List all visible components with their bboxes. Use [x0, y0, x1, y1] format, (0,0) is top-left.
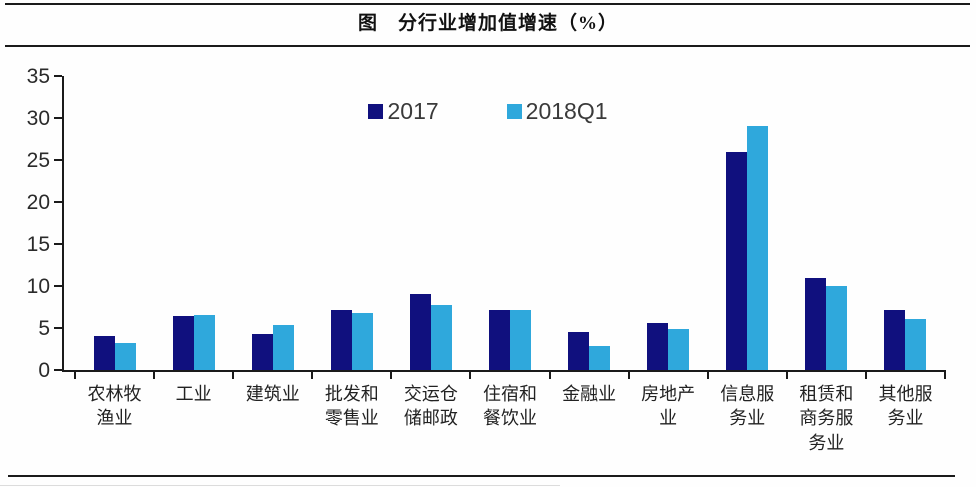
bar-2017-建筑业	[251, 333, 273, 370]
x-axis-category-label: 金融业	[562, 384, 617, 404]
bar-2017-住宿和餐饮业	[489, 310, 510, 370]
x-axis-tick	[232, 370, 235, 379]
y-axis-tick-label: 20	[26, 191, 50, 214]
y-axis-tick	[54, 75, 62, 77]
y-axis-tick-label: 10	[26, 275, 50, 298]
bar-2018Q1-租赁和商务服务业	[826, 286, 848, 370]
legend-swatch-icon	[368, 104, 384, 119]
bar-2018Q1-交运仓储邮政	[430, 305, 452, 370]
bar-2017-信息服务业	[726, 151, 748, 370]
bar-2017-批发和零售业	[330, 310, 352, 370]
x-axis-category-label: 房地产 业	[641, 384, 696, 429]
x-axis-category-label: 建筑业	[245, 384, 300, 404]
bar-2018Q1-住宿和餐饮业	[510, 310, 531, 370]
y-axis-tick	[54, 243, 62, 245]
legend-item-2017: 2017	[368, 98, 439, 124]
x-axis-category-label: 批发和 零售业	[324, 384, 379, 429]
y-axis-tick-label: 0	[38, 359, 50, 382]
y-axis-tick	[54, 159, 62, 161]
legend-item-2018Q1: 2018Q1	[506, 98, 608, 124]
bar-2018Q1-房地产业	[668, 328, 690, 370]
x-axis-tick	[944, 370, 946, 379]
x-axis-category-label: 住宿和 餐饮业	[483, 384, 537, 429]
bar-2017-金融业	[568, 332, 590, 370]
bar-2017-交运仓储邮政	[409, 294, 431, 370]
x-axis-tick	[469, 370, 472, 379]
x-axis-category-label: 工业	[175, 384, 212, 404]
y-axis-tick	[54, 201, 62, 203]
x-axis-tick	[153, 370, 156, 379]
bar-2018Q1-建筑业	[272, 324, 294, 370]
bar-2018Q1-金融业	[589, 345, 611, 370]
y-axis-tick-label: 35	[26, 65, 50, 88]
y-axis-tick-label: 30	[26, 107, 50, 130]
title-separator-line	[5, 45, 970, 47]
x-axis-tick	[706, 370, 709, 379]
bar-2018Q1-其他服务业	[905, 318, 927, 370]
bar-2018Q1-信息服务业	[747, 125, 769, 370]
x-axis-tick	[548, 370, 551, 379]
plot-area: 0 5 10 15 20 25 30 35 农林牧 渔业 工业 建筑业 批发和 零售业 交运仓 储邮政住…	[27, 66, 946, 453]
x-axis-category-label: 租赁和 商务服 务业	[799, 384, 854, 453]
x-axis-tick	[311, 370, 314, 379]
y-axis-tick	[54, 117, 62, 119]
bar-2017-工业	[172, 316, 194, 370]
bottom-faint-line	[0, 485, 560, 486]
chart-title: 图 分行业增加值增速（%）	[357, 13, 618, 34]
y-axis-tick-label: 5	[38, 317, 50, 340]
legend-label: 2018Q1	[525, 98, 608, 124]
x-axis-tick	[390, 370, 393, 379]
x-axis-category-label: 其他服 务业	[878, 384, 933, 429]
y-axis-tick	[54, 369, 62, 371]
x-axis-category-label: 交运仓 储邮政	[403, 384, 458, 429]
legend-swatch-icon	[506, 104, 522, 119]
x-axis-tick	[627, 370, 630, 379]
y-axis-tick-label: 25	[26, 149, 50, 172]
legend-label: 2017	[387, 98, 439, 124]
bottom-border-line	[8, 475, 955, 477]
y-axis-line	[62, 76, 64, 372]
bar-2018Q1-批发和零售业	[351, 312, 373, 370]
bar-2017-租赁和商务服务业	[805, 278, 827, 370]
y-axis-tick-label: 15	[26, 233, 50, 256]
x-axis-tick	[74, 370, 76, 379]
x-axis-tick	[864, 370, 867, 379]
bar-2018Q1-工业	[193, 315, 215, 370]
chart-legend: 2017 2018Q1	[0, 100, 976, 123]
x-axis-line	[62, 370, 945, 372]
x-axis-tick	[785, 370, 788, 379]
bar-2018Q1-农林牧渔业	[114, 343, 136, 370]
x-axis-category-label: 农林牧 渔业	[87, 384, 142, 429]
bar-2017-房地产业	[647, 322, 669, 370]
bar-2017-农林牧渔业	[93, 335, 115, 370]
y-axis-tick	[54, 285, 62, 287]
y-axis-tick	[54, 327, 62, 329]
bar-2017-其他服务业	[884, 310, 906, 370]
top-border-line	[5, 3, 970, 5]
x-axis-category-label: 信息服 务业	[720, 384, 775, 429]
